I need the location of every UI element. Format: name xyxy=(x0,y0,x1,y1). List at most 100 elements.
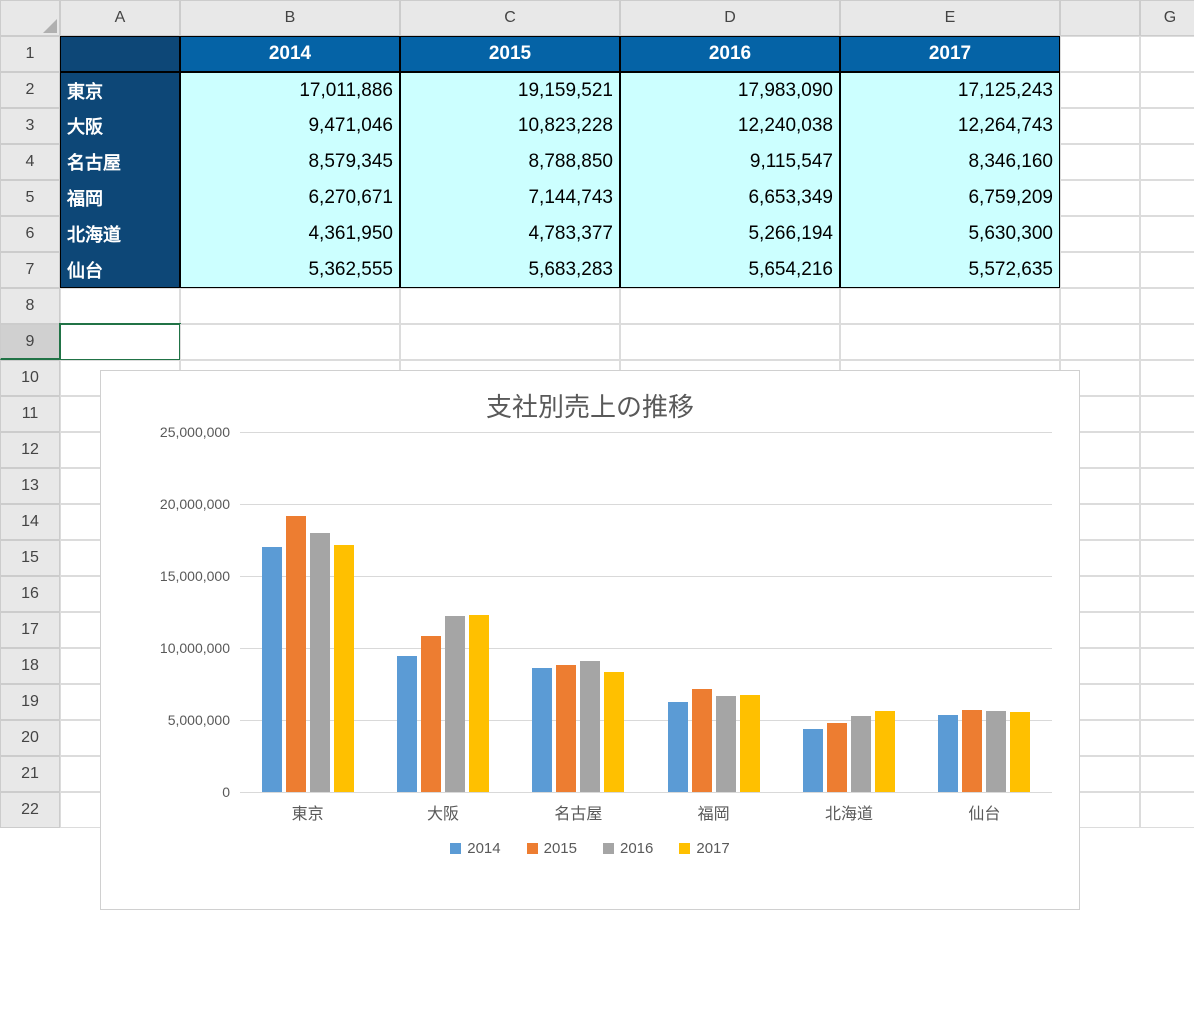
empty-cell[interactable] xyxy=(1060,324,1140,360)
empty-cell[interactable] xyxy=(1140,324,1194,360)
data-cell[interactable]: 6,270,671 xyxy=(180,180,400,216)
data-cell[interactable]: 6,759,209 xyxy=(840,180,1060,216)
empty-cell[interactable] xyxy=(1140,504,1194,540)
year-header-2016[interactable]: 2016 xyxy=(620,36,840,72)
empty-cell[interactable] xyxy=(1140,72,1194,108)
data-cell[interactable]: 12,240,038 xyxy=(620,108,840,144)
region-header-hokkaido[interactable]: 北海道 xyxy=(60,216,180,252)
row-header-19[interactable]: 19 xyxy=(0,684,60,720)
empty-cell[interactable] xyxy=(1140,108,1194,144)
empty-cell[interactable] xyxy=(400,324,620,360)
empty-cell[interactable] xyxy=(1140,216,1194,252)
empty-cell[interactable] xyxy=(180,288,400,324)
data-cell[interactable]: 9,115,547 xyxy=(620,144,840,180)
row-header-21[interactable]: 21 xyxy=(0,756,60,792)
row-header-6[interactable]: 6 xyxy=(0,216,60,252)
empty-cell[interactable] xyxy=(1060,36,1140,72)
data-cell[interactable]: 4,783,377 xyxy=(400,216,620,252)
row-header-17[interactable]: 17 xyxy=(0,612,60,648)
empty-cell[interactable] xyxy=(1140,612,1194,648)
empty-cell[interactable] xyxy=(1140,756,1194,792)
data-cell[interactable]: 5,362,555 xyxy=(180,252,400,288)
chart-embedded[interactable]: 支社別売上の推移 05,000,00010,000,00015,000,0002… xyxy=(100,370,1080,910)
empty-cell[interactable] xyxy=(1140,432,1194,468)
empty-cell[interactable] xyxy=(1140,360,1194,396)
empty-cell[interactable] xyxy=(1140,576,1194,612)
row-header-7[interactable]: 7 xyxy=(0,252,60,288)
region-header-tokyo[interactable]: 東京 xyxy=(60,72,180,108)
empty-cell[interactable] xyxy=(1060,216,1140,252)
row-header-18[interactable]: 18 xyxy=(0,648,60,684)
data-cell[interactable]: 7,144,743 xyxy=(400,180,620,216)
col-header-e[interactable]: E xyxy=(840,0,1060,36)
data-cell[interactable]: 6,653,349 xyxy=(620,180,840,216)
empty-cell[interactable] xyxy=(1140,36,1194,72)
empty-cell[interactable] xyxy=(1140,180,1194,216)
data-cell[interactable]: 12,264,743 xyxy=(840,108,1060,144)
empty-cell[interactable] xyxy=(400,288,620,324)
select-all-corner[interactable] xyxy=(0,0,60,36)
empty-cell[interactable] xyxy=(1140,720,1194,756)
empty-cell[interactable] xyxy=(620,288,840,324)
data-cell[interactable]: 8,346,160 xyxy=(840,144,1060,180)
empty-cell[interactable] xyxy=(1060,252,1140,288)
row-header-14[interactable]: 14 xyxy=(0,504,60,540)
row-header-20[interactable]: 20 xyxy=(0,720,60,756)
data-cell[interactable]: 19,159,521 xyxy=(400,72,620,108)
data-cell[interactable]: 8,579,345 xyxy=(180,144,400,180)
data-cell[interactable]: 17,125,243 xyxy=(840,72,1060,108)
region-header-fukuoka[interactable]: 福岡 xyxy=(60,180,180,216)
col-header-d[interactable]: D xyxy=(620,0,840,36)
empty-cell[interactable] xyxy=(1140,468,1194,504)
row-header-13[interactable]: 13 xyxy=(0,468,60,504)
data-cell[interactable]: 4,361,950 xyxy=(180,216,400,252)
empty-cell[interactable] xyxy=(1140,540,1194,576)
row-header-3[interactable]: 3 xyxy=(0,108,60,144)
empty-cell[interactable] xyxy=(1060,108,1140,144)
data-cell[interactable]: 8,788,850 xyxy=(400,144,620,180)
empty-cell[interactable] xyxy=(60,288,180,324)
empty-cell[interactable] xyxy=(620,324,840,360)
empty-cell[interactable] xyxy=(840,324,1060,360)
data-cell[interactable]: 5,683,283 xyxy=(400,252,620,288)
region-header-osaka[interactable]: 大阪 xyxy=(60,108,180,144)
col-header-g[interactable]: G xyxy=(1140,0,1194,36)
empty-cell[interactable] xyxy=(1140,396,1194,432)
empty-cell[interactable] xyxy=(1060,72,1140,108)
data-cell[interactable]: 5,572,635 xyxy=(840,252,1060,288)
empty-cell[interactable] xyxy=(1140,144,1194,180)
empty-cell[interactable] xyxy=(1140,792,1194,828)
data-cell[interactable]: 17,011,886 xyxy=(180,72,400,108)
empty-cell[interactable] xyxy=(1060,180,1140,216)
data-cell[interactable]: 5,654,216 xyxy=(620,252,840,288)
row-header-8[interactable]: 8 xyxy=(0,288,60,324)
data-cell[interactable]: 17,983,090 xyxy=(620,72,840,108)
row-header-12[interactable]: 12 xyxy=(0,432,60,468)
empty-cell[interactable] xyxy=(840,288,1060,324)
empty-cell[interactable] xyxy=(1140,288,1194,324)
row-header-2[interactable]: 2 xyxy=(0,72,60,108)
empty-cell[interactable] xyxy=(1140,252,1194,288)
region-header-nagoya[interactable]: 名古屋 xyxy=(60,144,180,180)
col-header-b[interactable]: B xyxy=(180,0,400,36)
year-header-2014[interactable]: 2014 xyxy=(180,36,400,72)
row-header-22[interactable]: 22 xyxy=(0,792,60,828)
data-cell[interactable]: 10,823,228 xyxy=(400,108,620,144)
data-cell[interactable]: 5,266,194 xyxy=(620,216,840,252)
empty-cell[interactable] xyxy=(1140,684,1194,720)
region-header-sendai[interactable]: 仙台 xyxy=(60,252,180,288)
col-header-a[interactable]: A xyxy=(60,0,180,36)
empty-cell[interactable] xyxy=(1140,648,1194,684)
year-header-2017[interactable]: 2017 xyxy=(840,36,1060,72)
row-header-5[interactable]: 5 xyxy=(0,180,60,216)
year-header-2015[interactable]: 2015 xyxy=(400,36,620,72)
col-header-f[interactable] xyxy=(1060,0,1140,36)
row-header-9[interactable]: 9 xyxy=(0,324,60,360)
empty-cell[interactable] xyxy=(1060,144,1140,180)
empty-cell[interactable] xyxy=(1060,288,1140,324)
row-header-11[interactable]: 11 xyxy=(0,396,60,432)
empty-cell[interactable] xyxy=(180,324,400,360)
row-header-4[interactable]: 4 xyxy=(0,144,60,180)
col-header-c[interactable]: C xyxy=(400,0,620,36)
data-cell[interactable]: 9,471,046 xyxy=(180,108,400,144)
